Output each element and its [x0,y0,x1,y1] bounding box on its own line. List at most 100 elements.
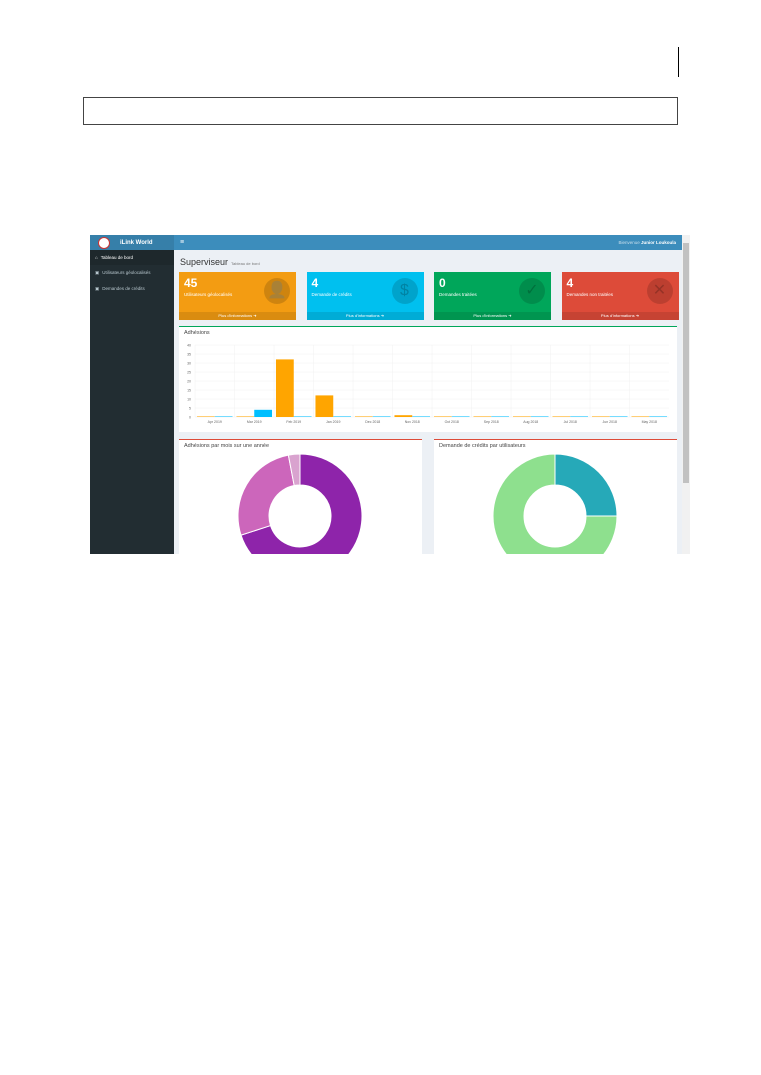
globe-icon [98,236,110,249]
more-info-link[interactable]: Plus d'informations ➜ [561,312,679,320]
stat-label: Utilisateurs géolocalisés [184,292,233,297]
y-tick-label: 25 [187,371,191,375]
bar [570,416,589,417]
donut-slice [237,454,295,536]
bar [631,416,650,417]
donut-slice [287,454,301,487]
y-tick-label: 20 [187,380,191,384]
page-title: Superviseur Tableau de bord [180,257,260,267]
y-tick-label: 15 [187,389,191,393]
bar [394,415,413,417]
bar-chart: 0 5 10 15 20 25 30 35 40 Apr 2019 Mar 2019 Feb 2019… [187,344,669,424]
x-tick-label: Apr 2019 [208,420,222,424]
bar [372,416,391,417]
stat-value: 4 [311,276,319,290]
bar [412,416,431,417]
bar [649,416,668,417]
caption-box [83,97,678,125]
bar [451,416,470,417]
user-greeting[interactable]: Bienvenue Junior Loukoula [618,240,676,245]
donut-chart [492,454,618,554]
x-tick-label: Jul 2018 [564,420,577,424]
x-tick-label: Nov 2018 [405,420,420,424]
x-tick-label: Feb 2019 [286,420,301,424]
adhesions-panel: Adhésions 0 5 10 15 20 25 30 35 40 Apr 2019 Mar 20… [179,326,677,432]
stat-card: 4 Demande de crédits $ Plus d'informations … [306,272,424,320]
y-tick-label: 35 [187,353,191,357]
bar [512,416,531,417]
bar [275,359,294,417]
stat-card: 45 Utilisateurs géolocalisés 👤 Plus d'infor… [179,272,296,320]
bar [354,416,373,417]
bar [609,416,628,417]
sidebar-item-label: Demandes de crédits [102,286,145,291]
x-tick-label: Sep 2018 [484,420,499,424]
stat-label: Demandes traitées [439,292,477,297]
dashboard-screenshot: iLink World ⌂ Tableau de bord ▣ Utilisateu… [90,235,690,554]
x-tick-label: Jan 2019 [326,420,340,424]
check-icon: ✓ [519,278,545,304]
x-tick-label: Mar 2019 [247,420,262,424]
stat-label: Demandes non traitées [566,292,614,297]
bar [333,416,352,417]
bar [293,416,312,417]
users-icon: ▣ [95,286,100,291]
margin-line [678,47,679,77]
y-tick-label: 10 [187,398,191,402]
x-tick-label: Oct 2018 [445,420,459,424]
user-name: Junior Loukoula [640,240,676,245]
more-info-link[interactable]: Plus d'informations ➜ [306,312,424,320]
donut-slice [240,454,363,554]
home-icon: ⌂ [95,255,98,260]
users-icon: ▣ [95,270,100,275]
top-bar: ≡ Bienvenue Junior Loukoula [174,235,682,250]
credits-panel: Demande de crédits par utilisateurs [434,439,677,554]
stat-card: 0 Demandes traitées ✓ Plus d'informations ➜ [434,272,551,320]
bar [254,409,273,417]
monthly-adhesions-panel: Adhésions par mois sur une année [179,439,422,554]
x-tick-label: Aug 2018 [523,420,538,424]
logo: iLink World [90,235,174,250]
more-info-link[interactable]: Plus d'informations ➜ [434,312,551,320]
donut-chart [237,454,363,554]
y-tick-label: 40 [187,344,191,348]
stat-label: Demande de crédits [311,292,352,297]
y-tick-label: 0 [189,416,191,420]
chart-title: Adhésions par mois sur une année [184,443,269,449]
sidebar-item-label: Utilisateurs géolocalisés [102,270,151,275]
more-info-link[interactable]: Plus d'informations ➜ [179,312,296,320]
bar [591,416,610,417]
bar [196,416,215,417]
x-tick-label: Dec 2018 [365,420,380,424]
bar [473,416,492,417]
page-subtitle: Tableau de bord [231,261,260,266]
hamburger-icon[interactable]: ≡ [180,239,185,246]
bar [214,416,233,417]
donut-slice [492,454,618,554]
bar [236,416,255,417]
money-icon: $ [391,278,418,304]
x-tick-label: Jun 2018 [603,420,617,424]
scrollbar[interactable] [682,235,690,554]
y-tick-label: 30 [187,362,191,366]
close-icon: ✕ [646,278,673,304]
bar [552,416,571,417]
sidebar-item-label: Tableau de bord [100,255,133,260]
bar [433,416,452,417]
welcome-text: Bienvenue [618,240,640,245]
app-name: iLink World [120,239,153,246]
bar [491,416,510,417]
donut-slice [554,454,618,517]
stat-value: 0 [439,276,446,290]
sidebar: iLink World ⌂ Tableau de bord ▣ Utilisateu… [90,235,174,554]
x-tick-label: May 2018 [642,420,657,424]
stat-card: 4 Demandes non traitées ✕ Plus d'informatio… [561,272,679,320]
sidebar-item-users[interactable]: ▣ Utilisateurs géolocalisés [90,265,174,281]
sidebar-item-credits[interactable]: ▣ Demandes de crédits [90,281,174,297]
chart-title: Adhésions [184,330,210,336]
bar [530,416,549,417]
stat-value: 4 [566,276,574,290]
bar [315,395,334,417]
user-plus-icon: 👤 [264,278,290,304]
sidebar-item-dashboard[interactable]: ⌂ Tableau de bord [90,250,174,265]
